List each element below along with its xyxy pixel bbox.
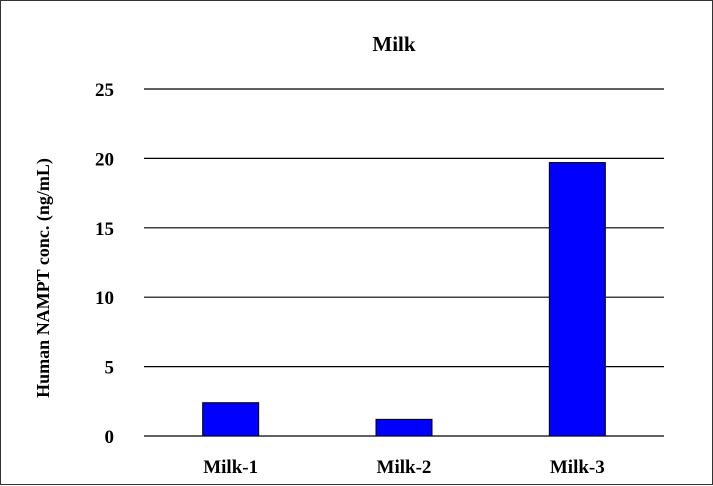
y-axis-label: Human NAMPT conc. (ng/mL) <box>33 158 54 398</box>
bar-milk-2 <box>375 418 433 437</box>
y-tick-label: 20 <box>95 149 114 170</box>
y-tick-label: 0 <box>105 427 115 448</box>
x-tick-label: Milk-1 <box>203 457 258 478</box>
x-tick-labels: Milk-1 Milk-2 Milk-3 <box>203 457 605 478</box>
y-tick-label: 10 <box>95 288 114 309</box>
bars <box>202 162 606 437</box>
x-tick-label: Milk-2 <box>377 457 432 478</box>
y-tick-labels: 0 5 10 15 20 25 <box>95 80 114 448</box>
bar-milk-1 <box>202 402 260 437</box>
y-tick-label: 25 <box>95 80 114 101</box>
y-tick-label: 5 <box>105 358 115 379</box>
bar-milk-3 <box>548 162 606 437</box>
x-tick-label: Milk-3 <box>550 457 605 478</box>
y-tick-label: 15 <box>95 219 114 240</box>
chart-title: Milk <box>372 32 415 56</box>
